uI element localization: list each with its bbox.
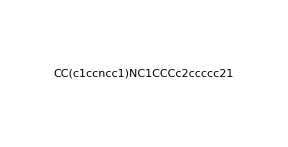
Text: CC(c1ccncc1)NC1CCCc2ccccc21: CC(c1ccncc1)NC1CCCc2ccccc21 xyxy=(54,69,234,78)
